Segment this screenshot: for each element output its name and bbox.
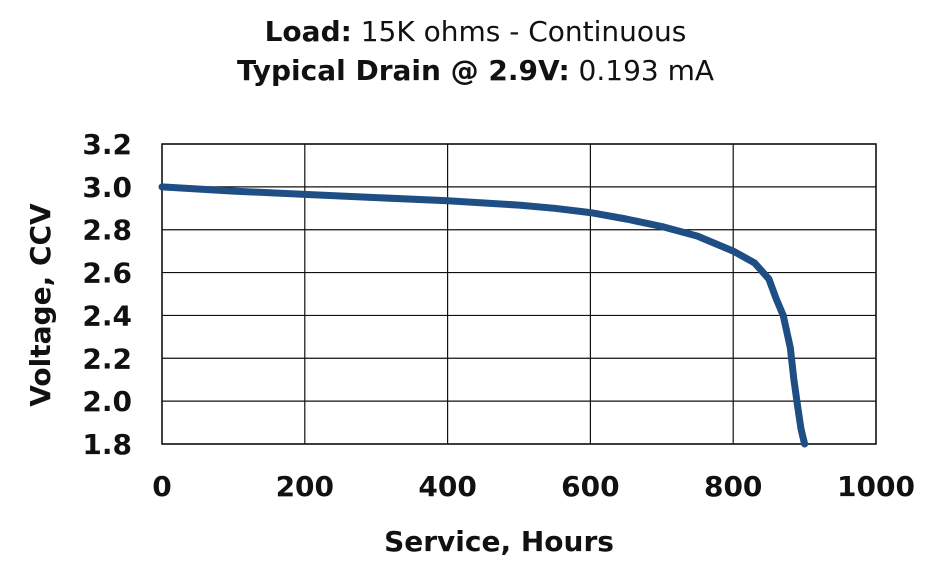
y-tick-label: 1.8	[82, 428, 132, 461]
x-tick-label: 600	[561, 470, 619, 503]
drain-label: Typical Drain @ 2.9V:	[236, 54, 570, 87]
x-axis-label: Service, Hours	[384, 525, 614, 558]
y-tick-label: 2.0	[82, 385, 132, 418]
y-tick-label: 2.8	[82, 214, 132, 247]
x-axis-ticks: 0 200 400 600 800 1000	[152, 470, 915, 503]
load-value: 15K ohms - Continuous	[351, 15, 687, 48]
chart-grid	[161, 143, 877, 445]
y-tick-label: 3.0	[82, 171, 132, 204]
x-tick-label: 400	[418, 470, 476, 503]
y-axis-label: Voltage, CCV	[24, 203, 57, 407]
chart-title-line-2: Typical Drain @ 2.9V: 0.193 mA	[0, 54, 951, 88]
y-tick-label: 3.2	[82, 128, 132, 161]
load-label: Load:	[264, 15, 352, 48]
y-tick-label: 2.2	[82, 342, 132, 375]
x-tick-label: 200	[276, 470, 334, 503]
voltage-series-line	[158, 183, 809, 448]
x-tick-label: 1000	[837, 470, 915, 503]
y-axis-ticks: 3.2 3.0 2.8 2.6 2.4 2.2 2.0 1.8	[82, 128, 132, 461]
drain-value: 0.193 mA	[569, 54, 715, 87]
plot-border	[161, 143, 877, 445]
x-tick-label: 0	[152, 470, 171, 503]
y-tick-label: 2.4	[82, 299, 132, 332]
y-tick-label: 2.6	[82, 257, 132, 290]
x-tick-label: 800	[704, 470, 762, 503]
chart-title-line-1: Load: 15K ohms - Continuous	[0, 15, 951, 49]
